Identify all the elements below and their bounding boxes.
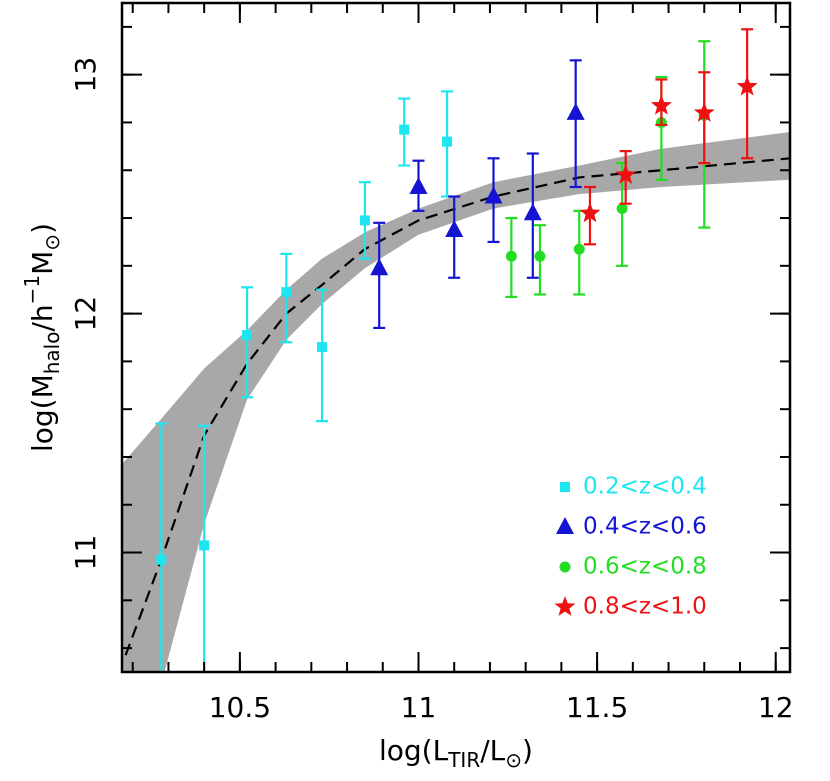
- x-axis-label: log(LTIR/L⊙): [379, 734, 533, 772]
- axes: 10.5 11 11.5 12111213log(LTIR/L⊙)log(Mhalo/…: [20, 3, 794, 772]
- legend-label: 0.4<z<0.6: [583, 514, 707, 540]
- marker-triangle: [484, 186, 503, 204]
- error-bar: [241, 286, 254, 399]
- error-bar: [441, 90, 454, 198]
- x-tick-label: 10.5: [209, 691, 271, 724]
- error-bar: [155, 422, 168, 672]
- label-part: ): [26, 223, 59, 234]
- marker-triangle: [445, 219, 464, 237]
- marker-square: [156, 554, 167, 565]
- marker-star: [615, 164, 637, 184]
- marker-circle: [534, 250, 546, 262]
- x-tick-label: 11: [401, 691, 437, 724]
- x-tick-label: 12: [758, 691, 794, 724]
- error-bar: [316, 288, 329, 423]
- marker-star: [650, 94, 672, 115]
- marker-triangle: [523, 203, 542, 221]
- legend: 0.2<z<0.4 0.4<z<0.6 0.6<z<0.8 0.8<z<1.0: [554, 474, 707, 620]
- label-part: /L: [480, 734, 505, 767]
- legend-label: 0.6<z<0.8: [583, 554, 707, 580]
- y-tick-label: 12: [69, 296, 102, 332]
- marker-circle: [559, 561, 571, 573]
- x-tick-label: 11.5: [566, 691, 628, 724]
- marker-star: [554, 596, 576, 616]
- error-bar: [505, 216, 518, 298]
- marker-square: [560, 482, 570, 492]
- label-part: halo: [40, 332, 64, 375]
- marker-circle: [505, 250, 517, 262]
- marker-triangle: [556, 517, 574, 534]
- error-bar: [280, 252, 293, 344]
- label-part: ⊙: [505, 748, 522, 772]
- legend-label: 0.8<z<1.0: [583, 594, 707, 620]
- marker-star: [693, 101, 715, 122]
- marker-square: [359, 215, 370, 226]
- marker-triangle: [370, 258, 389, 276]
- label-part: log(M: [26, 374, 59, 452]
- marker-square: [317, 342, 328, 353]
- label-part: TIR: [447, 748, 480, 772]
- label-part: M: [26, 251, 59, 275]
- legend-label: 0.2<z<0.4: [583, 474, 707, 500]
- fit-line: [124, 157, 790, 656]
- marker-triangle: [409, 176, 428, 194]
- error-bar: [533, 224, 546, 296]
- marker-circle: [616, 202, 628, 214]
- label-part: ): [522, 734, 533, 767]
- marker-square: [442, 136, 453, 147]
- marker-circle: [573, 243, 585, 255]
- label-part: −1: [20, 275, 44, 304]
- plot-area: [122, 28, 790, 672]
- marker-star: [579, 202, 601, 223]
- marker-square: [199, 540, 210, 551]
- marker-square: [281, 287, 292, 298]
- label-part: /h: [26, 304, 59, 331]
- marker-square: [399, 124, 410, 135]
- y-tick-label: 11: [69, 535, 102, 571]
- marker-star: [736, 75, 758, 96]
- marker-triangle: [566, 102, 585, 120]
- y-axis-label: log(Mhalo/h−1M⊙): [20, 223, 64, 452]
- error-bar: [358, 181, 371, 260]
- label-part: log(L: [379, 734, 449, 767]
- marker-square: [242, 330, 253, 341]
- plot-frame: [120, 1, 792, 674]
- y-tick-label: 13: [69, 57, 102, 93]
- label-part: ⊙: [40, 234, 64, 251]
- error-bar: [398, 97, 411, 167]
